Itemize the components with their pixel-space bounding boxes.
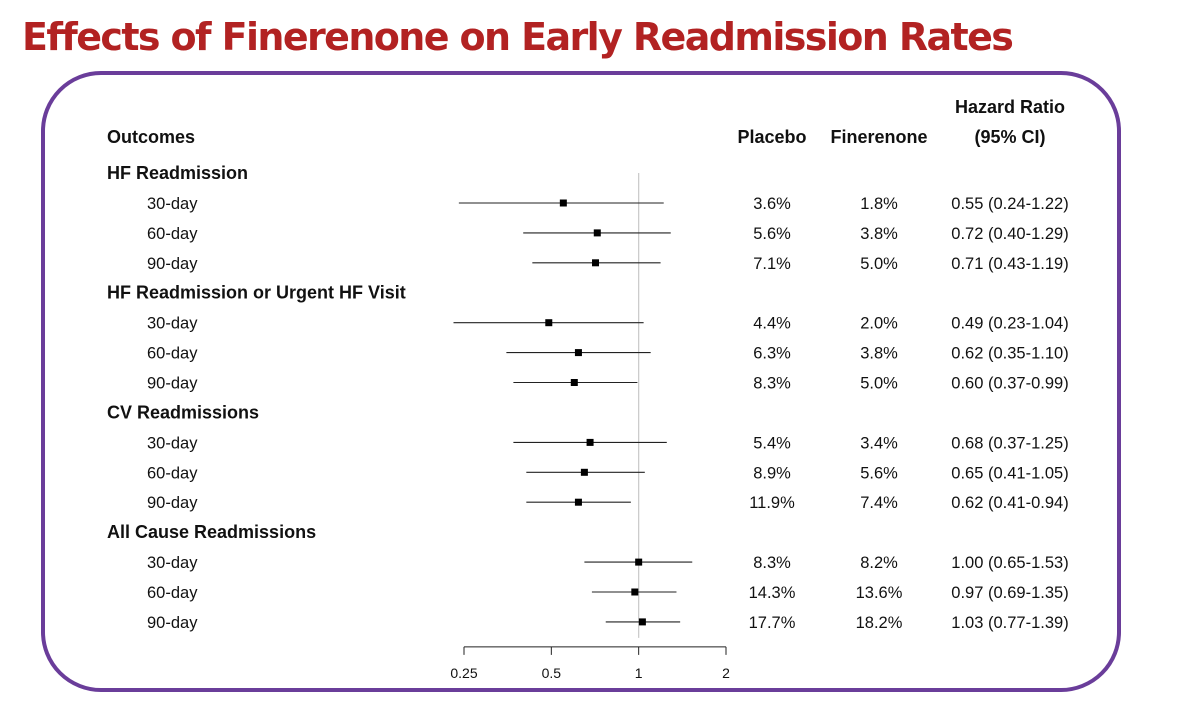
hr-point	[638, 618, 646, 626]
finerenone-value: 5.6%	[860, 464, 898, 482]
hr-ci-value: 0.55 (0.24-1.22)	[951, 195, 1068, 213]
hr-ci-value: 0.62 (0.35-1.10)	[951, 345, 1068, 363]
hr-point	[592, 259, 600, 267]
hr-point	[570, 379, 578, 386]
hr-ci-value: 0.68 (0.37-1.25)	[951, 434, 1068, 452]
placebo-value: 8.3%	[753, 554, 791, 572]
row-label: 30-day	[147, 315, 198, 333]
placebo-value: 14.3%	[749, 584, 796, 602]
finerenone-value: 3.4%	[860, 434, 898, 452]
finerenone-value: 3.8%	[860, 225, 898, 243]
row-label: 30-day	[147, 195, 198, 213]
row-label: 30-day	[147, 554, 198, 572]
placebo-value: 11.9%	[749, 494, 795, 512]
placebo-value: 4.4%	[753, 315, 791, 333]
header-outcomes: Outcomes	[107, 127, 195, 147]
row-label: 90-day	[147, 614, 198, 632]
x-tick-label: 0.25	[450, 665, 477, 681]
hr-point	[574, 498, 582, 506]
forest-plot-panel: Outcomes Placebo Finerenone Hazard Ratio…	[41, 71, 1121, 692]
group-label: All Cause Readmissions	[107, 522, 316, 542]
hr-point	[593, 229, 601, 237]
placebo-value: 3.6%	[753, 195, 791, 213]
row-label: 60-day	[147, 584, 198, 602]
hr-ci-value: 0.60 (0.37-0.99)	[951, 375, 1068, 393]
hr-ci-value: 0.72 (0.40-1.29)	[951, 225, 1068, 243]
hr-ci-value: 0.97 (0.69-1.35)	[951, 584, 1068, 602]
hr-point	[545, 319, 553, 327]
hr-ci-value: 0.71 (0.43-1.19)	[951, 255, 1068, 273]
group-label: HF Readmission or Urgent HF Visit	[107, 283, 406, 303]
placebo-value: 5.4%	[753, 434, 791, 452]
hr-ci-value: 1.00 (0.65-1.53)	[951, 554, 1068, 572]
placebo-value: 17.7%	[749, 614, 796, 632]
hr-point	[631, 588, 639, 596]
hr-ci-value: 0.65 (0.41-1.05)	[951, 464, 1068, 482]
hr-ci-value: 1.03 (0.77-1.39)	[951, 614, 1068, 632]
finerenone-value: 1.8%	[860, 195, 898, 213]
finerenone-value: 8.2%	[860, 554, 898, 572]
header-placebo: Placebo	[737, 127, 806, 147]
hr-point	[580, 468, 588, 476]
header-finerenone: Finerenone	[830, 127, 927, 147]
row-label: 60-day	[147, 225, 198, 243]
placebo-value: 8.3%	[753, 375, 791, 393]
finerenone-value: 18.2%	[856, 614, 903, 632]
placebo-value: 6.3%	[753, 345, 791, 363]
row-label: 90-day	[147, 494, 198, 512]
placebo-value: 7.1%	[753, 255, 791, 273]
hr-point	[574, 349, 582, 357]
x-axis: 0.25 0.5 1 2 Hazard Ratio (95% CI)	[450, 646, 730, 688]
row-label: 90-day	[147, 255, 198, 273]
x-tick-label: 1	[635, 665, 643, 681]
header-ci: (95% CI)	[974, 127, 1045, 147]
forest-body: HF Readmission 30-day 3.6% 1.8% 0.55 (0.24-1…	[107, 163, 1069, 638]
hr-ci-value: 0.62 (0.41-0.94)	[951, 494, 1068, 512]
hr-point	[635, 558, 643, 566]
row-label: 60-day	[147, 345, 198, 363]
finerenone-value: 7.4%	[860, 494, 898, 512]
forest-plot: Outcomes Placebo Finerenone Hazard Ratio…	[107, 97, 1069, 688]
finerenone-value: 2.0%	[860, 315, 898, 333]
row-label: 90-day	[147, 375, 198, 393]
group-label: CV Readmissions	[107, 402, 259, 422]
hr-point	[586, 438, 594, 446]
finerenone-value: 5.0%	[860, 255, 898, 273]
x-axis-label: Hazard Ratio (95% CI)	[509, 687, 670, 688]
row-label: 60-day	[147, 464, 198, 482]
slide-title: Effects of Finerenone on Early Readmissi…	[22, 15, 1014, 59]
finerenone-value: 13.6%	[856, 584, 903, 602]
row-label: 30-day	[147, 434, 198, 452]
finerenone-value: 3.8%	[860, 345, 898, 363]
hr-point	[559, 199, 567, 207]
group-label: HF Readmission	[107, 163, 248, 183]
x-tick-label: 2	[722, 665, 730, 681]
placebo-value: 5.6%	[753, 225, 791, 243]
hr-ci-value: 0.49 (0.23-1.04)	[951, 315, 1068, 333]
finerenone-value: 5.0%	[860, 375, 898, 393]
header-hazard-ratio: Hazard Ratio	[955, 97, 1065, 117]
x-tick-label: 0.5	[542, 665, 562, 681]
placebo-value: 8.9%	[753, 464, 791, 482]
